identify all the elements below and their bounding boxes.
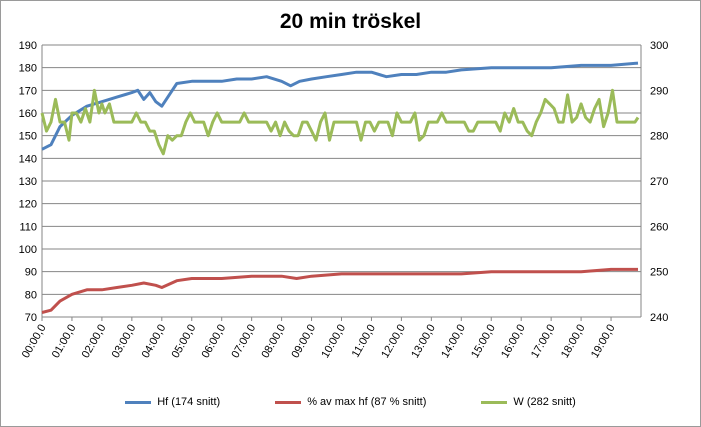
y-right-tick-label: 280: [650, 131, 668, 143]
series-line-2: [40, 88, 640, 156]
chart-title: 20 min tröskel: [279, 10, 422, 33]
y-right-tick-label: 260: [650, 221, 668, 233]
x-tick-label: 16:00,0: [499, 323, 528, 361]
legend: Hf (174 snitt) % av max hf (87 % snitt) …: [0, 396, 701, 408]
legend-swatch-hf: [125, 400, 152, 404]
y-left-tick-label: 180: [19, 63, 37, 75]
x-tick-label: 06:00,0: [200, 323, 229, 361]
y-left-tick-label: 80: [25, 289, 37, 301]
y-left-tick-label: 140: [19, 153, 37, 165]
x-tick-label: 14:00,0: [439, 323, 468, 361]
y-left-tick-label: 110: [19, 221, 37, 233]
x-tick-label: 04:00,0: [140, 323, 169, 361]
series-line-1: [41, 267, 638, 314]
y-left-tick-label: 120: [19, 199, 37, 211]
axes: [41, 45, 642, 321]
tick-labels: 70 80 90 100 110 120 130 140 150 160 170 180 190 240 2…: [19, 40, 669, 360]
x-tick-label: 01:00,0: [50, 323, 79, 361]
y-left-tick-label: 190: [19, 40, 37, 52]
y-right-tick-label: 300: [650, 40, 668, 52]
x-tick-label: 09:00,0: [289, 323, 318, 361]
x-tick-label: 08:00,0: [259, 323, 288, 361]
x-tick-label: 11:00,0: [350, 323, 378, 360]
x-tick-label: 15:00,0: [469, 323, 498, 361]
x-tick-label: 10:00,0: [319, 323, 348, 361]
y-left-tick-label: 170: [19, 85, 37, 97]
x-tick-label: 19:00,0: [589, 323, 618, 361]
y-left-tick-label: 160: [19, 108, 37, 120]
series-lines: [40, 61, 640, 314]
legend-label-hf: Hf (174 snitt): [157, 396, 221, 408]
x-tick-label: 07:00,0: [230, 323, 259, 361]
y-left-tick-label: 150: [19, 131, 37, 143]
x-tick-label: 02:00,0: [80, 323, 109, 361]
y-right-tick-label: 290: [650, 85, 668, 97]
x-tick-label: 12:00,0: [379, 323, 408, 361]
y-left-tick-label: 70: [25, 312, 37, 324]
x-tick-label: 05:00,0: [170, 323, 199, 361]
legend-label-pct-max-hf: % av max hf (87 % snitt): [307, 396, 427, 408]
legend-item-hf: Hf (174 snitt): [125, 396, 220, 408]
x-tick-label: 00:00,0: [20, 323, 49, 361]
x-tick-label: 18:00,0: [559, 323, 588, 361]
legend-item-pct-max-hf: % av max hf (87 % snitt): [275, 396, 426, 408]
y-right-tick-label: 270: [650, 176, 668, 188]
x-tick-label: 13:00,0: [409, 323, 438, 361]
legend-swatch-pct-max-hf: [275, 400, 302, 404]
x-tick-label: 03:00,0: [110, 323, 139, 361]
gridlines: [42, 44, 641, 318]
legend-item-watts: W (282 snitt): [481, 396, 576, 408]
y-right-tick-label: 240: [650, 312, 668, 324]
y-right-tick-label: 250: [650, 267, 668, 279]
series-line-0: [41, 61, 639, 151]
y-left-tick-label: 90: [25, 267, 37, 279]
x-tick-label: 17:00,0: [529, 323, 558, 361]
y-left-tick-label: 130: [19, 176, 37, 188]
legend-swatch-watts: [481, 400, 508, 404]
legend-label-watts: W (282 snitt): [513, 396, 576, 408]
y-left-tick-label: 100: [19, 244, 37, 256]
